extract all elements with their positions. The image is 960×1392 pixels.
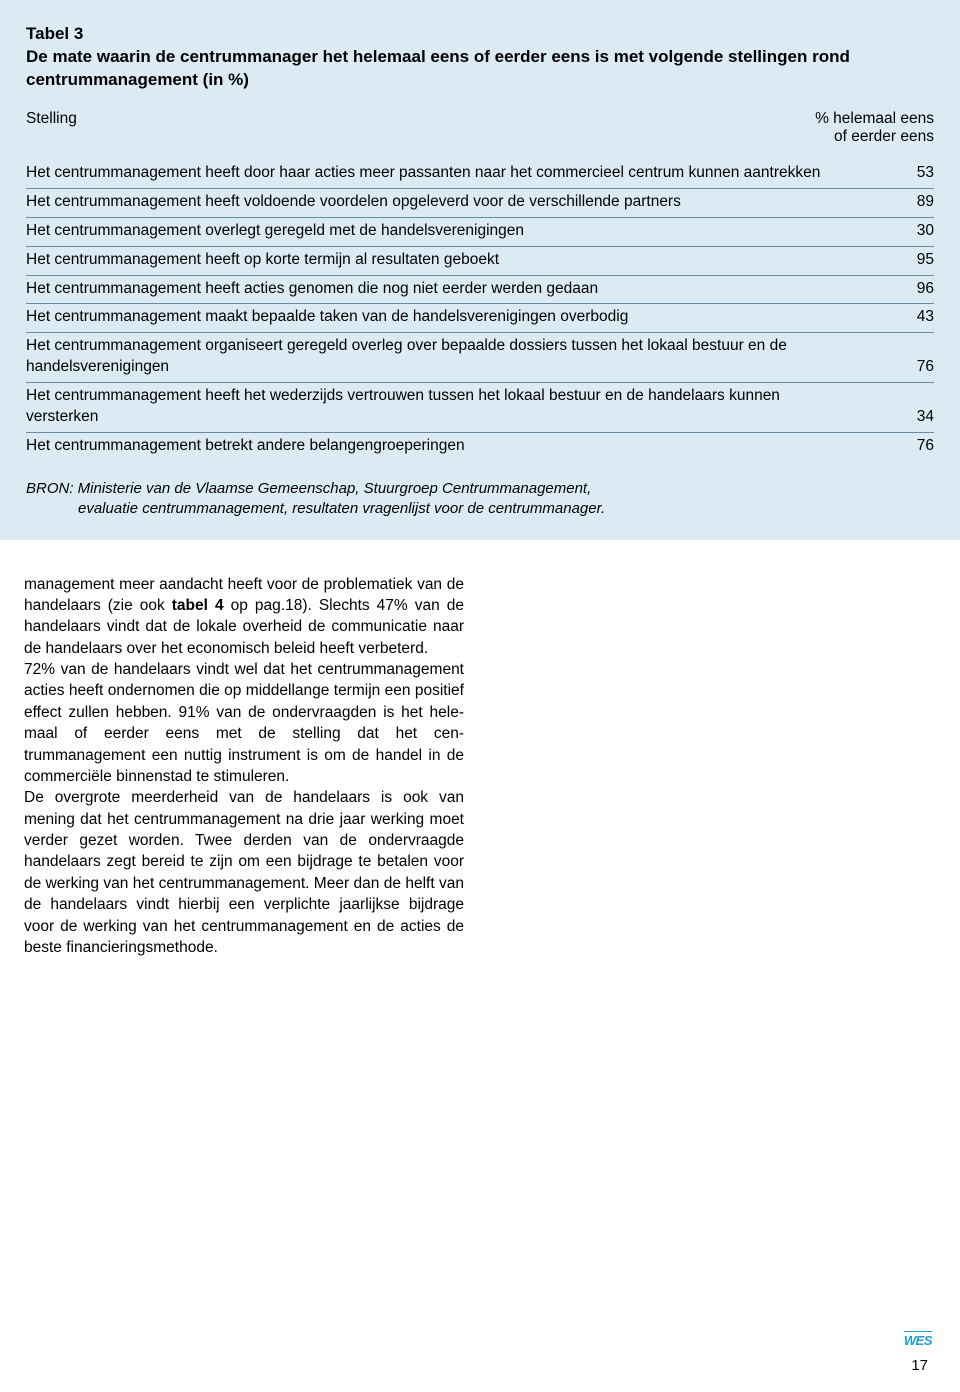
row-statement: Het centrummanagement betrekt andere bel… xyxy=(26,436,874,457)
table-number: Tabel 3 xyxy=(26,24,934,44)
footer-logo: WES xyxy=(904,1331,932,1348)
page-number: 17 xyxy=(911,1357,928,1374)
table-row: Het centrummanagement heeft acties genom… xyxy=(26,276,934,305)
p1-bold: tabel 4 xyxy=(172,597,224,614)
row-statement: Het centrummanagement maakt bepaalde tak… xyxy=(26,307,874,328)
row-statement: Het centrummanagement heeft door haar ac… xyxy=(26,163,874,184)
source-line2: evaluatie centrummanagement, resultaten … xyxy=(26,499,605,519)
row-value: 76 xyxy=(874,436,934,457)
row-value: 30 xyxy=(874,221,934,242)
row-statement: Het centrummanagement heeft acties genom… xyxy=(26,279,874,300)
table-row: Het centrummanagement betrekt andere bel… xyxy=(26,433,934,461)
col-header-stelling: Stelling xyxy=(26,110,794,146)
col2-line2: of eerder eens xyxy=(834,128,934,145)
caption-bold: centrummanager xyxy=(180,47,318,66)
row-value: 76 xyxy=(874,357,934,378)
caption-pre: De mate waarin de xyxy=(26,47,180,66)
table-container: Tabel 3 De mate waarin de centrummanager… xyxy=(0,0,960,540)
row-value: 53 xyxy=(874,163,934,184)
col-header-pct: % helemaal eens of eerder eens xyxy=(794,110,934,146)
body-paragraph-3: De overgrote meerderheid van de handelaa… xyxy=(24,787,464,958)
table-row: Het centrummanagement maakt bepaalde tak… xyxy=(26,304,934,333)
body-paragraph-2: 72% van de handelaars vindt wel dat het … xyxy=(24,659,464,787)
body-paragraph-1: management meer aandacht heeft voor de p… xyxy=(24,574,464,660)
row-statement: Het centrummanagement overlegt geregeld … xyxy=(26,221,874,242)
table-row: Het centrummanagement heeft het wederzij… xyxy=(26,383,934,433)
source-line1: BRON: Ministerie van de Vlaamse Gemeensc… xyxy=(26,480,591,497)
row-statement: Het centrummanagement heeft op korte ter… xyxy=(26,250,874,271)
row-value: 89 xyxy=(874,192,934,213)
row-statement: Het centrummanagement heeft het wederzij… xyxy=(26,386,874,428)
table-caption: De mate waarin de centrummanager het hel… xyxy=(26,46,934,92)
table-row: Het centrummanagement organiseert gerege… xyxy=(26,333,934,383)
table-row: Het centrummanagement heeft door haar ac… xyxy=(26,160,934,189)
body-text-column: management meer aandacht heeft voor de p… xyxy=(24,574,464,959)
col2-line1: % helemaal eens xyxy=(815,110,934,127)
row-statement: Het centrummanagement heeft voldoende vo… xyxy=(26,192,874,213)
row-value: 43 xyxy=(874,307,934,328)
table-row: Het centrummanagement overlegt geregeld … xyxy=(26,218,934,247)
row-value: 96 xyxy=(874,279,934,300)
table-source: BRON: Ministerie van de Vlaamse Gemeensc… xyxy=(26,479,934,520)
row-statement: Het centrummanagement organiseert gerege… xyxy=(26,336,874,378)
row-value: 34 xyxy=(874,407,934,428)
table-row: Het centrummanagement heeft op korte ter… xyxy=(26,247,934,276)
table-row: Het centrummanagement heeft voldoende vo… xyxy=(26,189,934,218)
table-header-row: Stelling % helemaal eens of eerder eens xyxy=(26,110,934,146)
row-value: 95 xyxy=(874,250,934,271)
